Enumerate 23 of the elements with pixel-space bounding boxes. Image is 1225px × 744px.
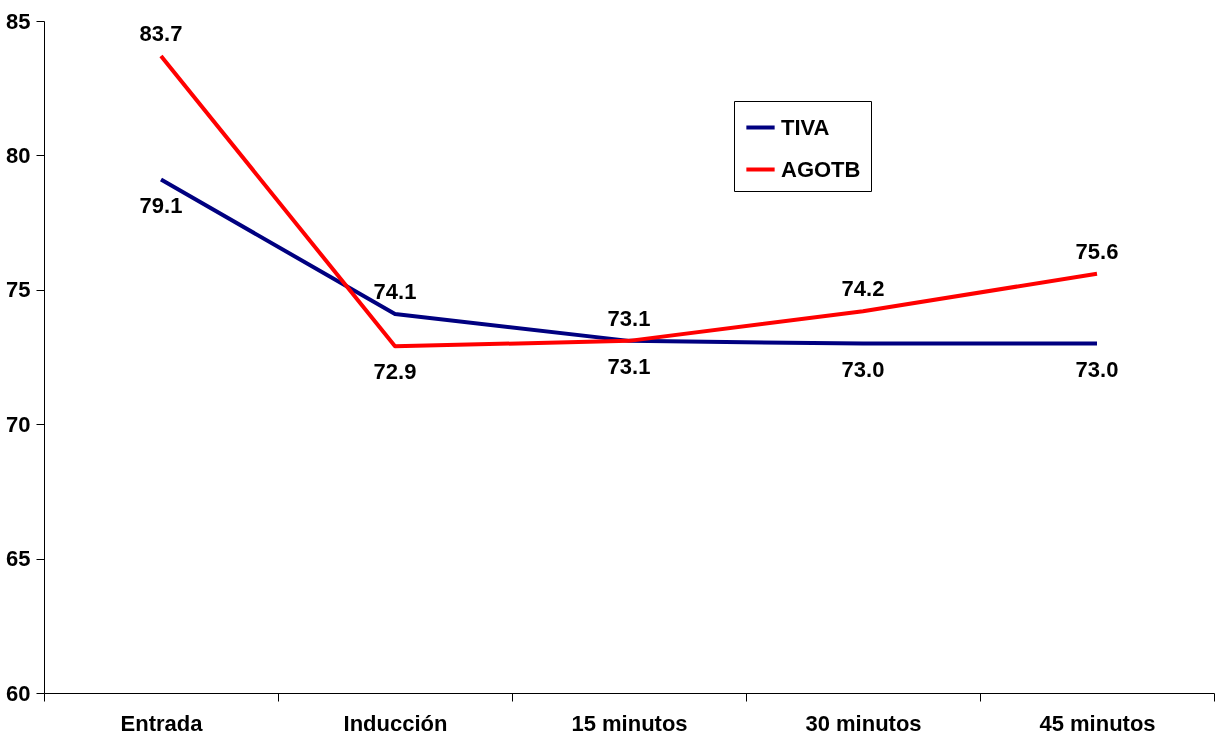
- y-tick-label: 85: [6, 8, 31, 34]
- x-tick-label: Entrada: [120, 710, 204, 736]
- data-label: 74.1: [373, 278, 417, 304]
- data-label: 75.6: [1075, 238, 1119, 264]
- y-tick-label: 65: [6, 546, 31, 572]
- y-tick-label: 70: [6, 411, 31, 437]
- data-label: 83.7: [139, 20, 183, 46]
- data-label: 73.1: [607, 305, 651, 331]
- legend-label: TIVA: [781, 114, 830, 140]
- data-label: 79.1: [139, 192, 183, 218]
- y-tick-label: 60: [6, 680, 31, 706]
- x-tick-label: 30 minutos: [805, 710, 922, 736]
- data-label: 73.0: [841, 356, 885, 382]
- x-tick-label: Inducción: [343, 710, 448, 736]
- y-tick-label: 80: [6, 142, 31, 168]
- data-label: 74.2: [841, 276, 885, 302]
- legend-label: AGOTB: [781, 156, 861, 182]
- data-label: 72.9: [373, 359, 417, 385]
- x-tick-label: 45 minutos: [1039, 710, 1156, 736]
- x-tick-label: 15 minutos: [571, 710, 688, 736]
- y-tick-label: 75: [6, 277, 31, 303]
- data-label: 73.0: [1075, 356, 1119, 382]
- data-label: 73.1: [607, 353, 651, 379]
